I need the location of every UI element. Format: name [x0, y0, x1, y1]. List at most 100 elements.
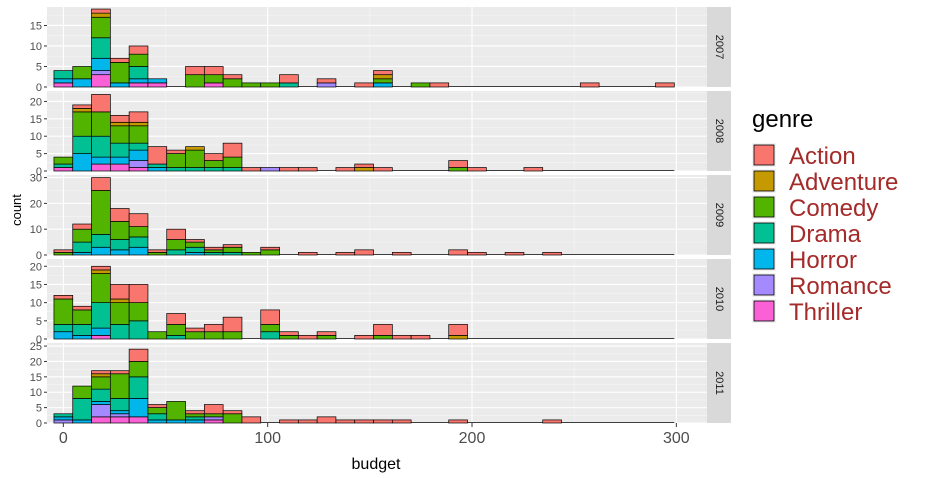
legend-swatch — [753, 300, 775, 322]
bar-2008-bin4-drama — [128, 142, 149, 151]
bar-2007-bin4-drama — [128, 66, 149, 80]
bar-2008-bin3-thriller — [109, 163, 130, 172]
bar-2009-bin3-drama — [109, 239, 130, 251]
bar-2010-bin11-drama — [260, 331, 280, 340]
bar-2011-bin1-drama — [72, 398, 92, 421]
bar-2010-bin4-comedy — [128, 302, 149, 322]
bar-2009-bin4-action — [128, 213, 149, 227]
legend-swatch — [753, 248, 775, 270]
legend-label: Romance — [789, 273, 892, 300]
bar-2010-bin7-action — [185, 327, 205, 333]
facet-strip-label: 2010 — [713, 287, 725, 311]
bar-2010-bin1-horror — [72, 335, 92, 340]
y-tick-label: 30 — [30, 173, 42, 185]
bar-2010-bin2-horror — [91, 327, 111, 336]
bar-2009-bin9-action — [222, 244, 243, 248]
bar-2007-bin20-action — [429, 82, 450, 88]
facet-strip — [707, 259, 731, 339]
legend-swatch — [753, 170, 775, 192]
bar-2011-bin7-horror — [185, 419, 205, 424]
legend-swatch — [753, 196, 775, 218]
bar-2010-bin14-action — [316, 331, 337, 336]
bar-2008-bin1-adventure — [72, 108, 92, 113]
bar-2008-bin3-adventure — [109, 121, 130, 127]
bar-2007-bin2-adventure — [91, 12, 111, 18]
bar-2009-bin7-horror — [185, 252, 205, 256]
bar-2009-bin3-action — [109, 208, 130, 222]
bar-2010-bin0-action — [53, 295, 74, 300]
bar-2007-bin4-action — [128, 45, 149, 55]
bar-2011-bin3-romance — [109, 413, 130, 418]
bar-2008-bin9-action — [222, 142, 243, 158]
bar-2010-bin8-comedy — [203, 331, 224, 340]
bar-2007-bin4-comedy — [128, 53, 149, 67]
bar-2008-bin4-action — [128, 111, 149, 123]
bar-2011-bin5-drama — [147, 413, 168, 421]
bar-2011-bin8-action — [203, 404, 224, 415]
bar-2008-bin1-drama — [72, 135, 92, 154]
bar-2011-bin26-action — [542, 419, 562, 424]
x-axis-title: budget — [352, 456, 401, 473]
bar-2011-bin0-romance — [53, 419, 74, 424]
y-tick-label: 10 — [30, 298, 42, 310]
legend: genre ActionAdventureComedyDramaHorrorRo… — [752, 106, 898, 326]
bar-2010-bin2-comedy — [91, 273, 111, 303]
legend-swatch — [753, 144, 775, 166]
bar-2011-bin8-romance — [203, 416, 224, 421]
bar-2011-bin2-thriller — [91, 416, 111, 424]
bar-2011-bin7-comedy — [185, 413, 205, 418]
bar-2007-bin5-horror — [147, 78, 168, 84]
bar-2008-bin2-comedy — [91, 111, 111, 137]
y-tick-label: 10 — [30, 41, 42, 53]
bar-2007-bin12-drama — [279, 82, 299, 88]
bar-2009-bin24-action — [504, 252, 525, 256]
bar-2010-bin14-comedy — [316, 335, 337, 340]
bar-2010-bin16-action — [354, 335, 374, 340]
bar-2007-bin8-action — [203, 66, 224, 76]
bar-2007-bin7-action — [185, 66, 205, 76]
bar-2008-bin4-adventure — [128, 121, 149, 127]
bar-2009-bin8-comedy — [203, 249, 224, 253]
bar-2008-bin0-drama — [53, 163, 74, 168]
x-axis: 0 100 200 300 — [59, 423, 690, 447]
bar-2008-bin2-drama — [91, 135, 111, 158]
bar-2009-bin4-horror — [128, 246, 149, 256]
bar-2007-bin17-action — [373, 70, 393, 76]
legend-item-drama: Drama — [752, 221, 862, 248]
bar-2009-bin1-comedy — [72, 228, 92, 243]
bar-2007-bin3-action — [109, 57, 130, 63]
bar-2008-bin16-action — [354, 163, 374, 168]
bar-2011-bin1-comedy — [72, 385, 92, 399]
bar-2011-bin2-adventure — [91, 373, 111, 378]
panel-background — [47, 175, 707, 255]
bar-2007-bin8-thriller — [203, 82, 224, 88]
y-tick-label: 5 — [36, 61, 42, 73]
bar-2009-bin0-action — [53, 249, 74, 253]
bar-2009-bin6-drama — [166, 249, 186, 256]
bar-2011-bin15-action — [335, 419, 356, 424]
bar-2007-bin14-romance — [316, 82, 337, 88]
bar-2007-bin11-comedy — [260, 82, 280, 88]
bar-2009-bin11-action — [260, 246, 280, 251]
bar-2011-bin17-action — [373, 419, 393, 424]
bar-2008-bin7-drama — [185, 167, 205, 172]
bar-2010-bin9-comedy — [222, 331, 243, 340]
bar-2011-bin10-action — [241, 416, 262, 424]
bar-2008-bin1-horror — [72, 153, 92, 172]
facet-panel-2010: 0 5 10 15 20 2010 — [30, 259, 731, 346]
bar-2009-bin1-drama — [72, 241, 92, 253]
y-tick-label: 15 — [30, 114, 42, 126]
bar-2008-bin0-comedy — [53, 156, 74, 165]
bar-2007-bin7-comedy — [185, 74, 205, 88]
y-tick-label: 25 — [30, 341, 42, 353]
bar-2007-bin0-drama — [53, 70, 74, 80]
bar-2007-bin0-horror — [53, 78, 74, 84]
bar-2011-bin12-action — [279, 419, 299, 424]
bar-2007-bin28-action — [579, 82, 600, 88]
bar-2009-bin13-action — [297, 252, 318, 256]
bar-2008-bin4-thriller — [128, 167, 149, 172]
bar-2009-bin16-action — [354, 249, 374, 256]
bar-2011-bin7-drama — [185, 416, 205, 421]
legend-item-adventure: Adventure — [752, 169, 898, 196]
bar-2009-bin26-action — [542, 252, 562, 256]
